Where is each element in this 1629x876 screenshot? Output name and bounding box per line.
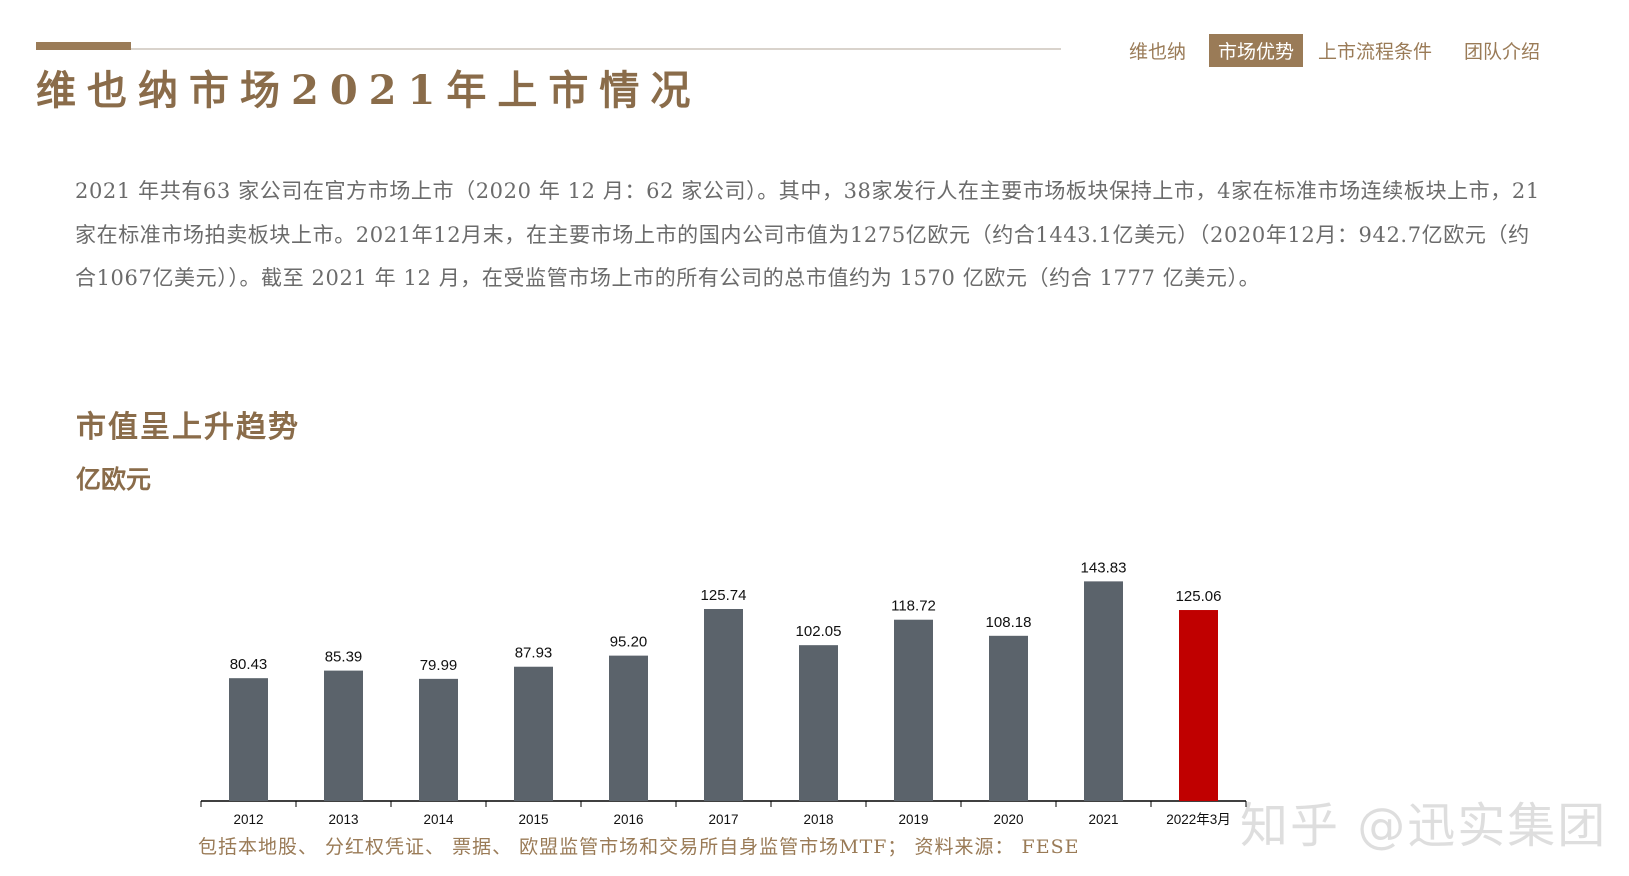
x-tick-label: 2022年3月 [1166,812,1231,827]
data-label: 79.99 [420,657,458,674]
section-title: 市值呈上升趋势 [76,410,300,445]
bar-2020 [989,635,1028,801]
bar-2019 [894,619,933,801]
data-label: 125.06 [1176,588,1222,605]
nav-tab-team[interactable]: 团队介绍 [1464,41,1541,63]
nav-tab-listing-process[interactable]: 上市流程条件 [1318,41,1433,63]
title-accent-bar [36,42,131,50]
x-tick-label: 2013 [328,812,358,827]
bar-2015 [514,666,553,801]
bar-2022年3月 [1179,610,1218,801]
x-tick-label: 2018 [803,812,833,827]
bar-2016 [609,655,648,801]
watermark: 知乎 @迅实集团 [1240,798,1608,854]
data-label: 80.43 [230,656,268,673]
x-tick-label: 2015 [518,812,548,827]
bar-2012 [229,678,268,801]
y-unit-label: 亿欧元 [76,465,152,494]
x-tick-label: 2014 [423,812,454,827]
top-nav: 维也纳 市场优势 上市流程条件 团队介绍 [1120,34,1563,67]
data-label: 85.39 [325,649,363,666]
nav-tab-market-advantage[interactable]: 市场优势 [1209,34,1304,67]
bar-2017 [704,608,743,801]
x-tick-label: 2019 [898,812,928,827]
bar-2013 [324,670,363,801]
nav-tab-vienna[interactable]: 维也纳 [1129,41,1187,63]
x-tick-label: 2020 [993,812,1023,827]
bar-2018 [799,645,838,801]
title-rule [131,48,1061,50]
data-label: 87.93 [515,645,553,662]
intro-paragraph: 2021 年共有63 家公司在官方市场上市（2020 年 12 月：62 家公司… [75,179,1540,290]
x-tick-label: 2021 [1088,812,1118,827]
footnote: 包括本地股、 分红权凭证、 票据、 欧盟监管市场和交易所自身监管市场MTF； 资… [198,836,1080,858]
data-label: 102.05 [796,623,842,640]
bar-2021 [1084,581,1123,801]
page-title: 维也纳市场2021年上市情况 [36,67,702,114]
data-label: 125.74 [701,587,747,604]
x-tick-label: 2017 [708,812,738,827]
bar-2014 [419,678,458,801]
data-label: 108.18 [986,614,1032,631]
data-label: 118.72 [891,598,936,615]
x-tick-label: 2012 [233,812,263,827]
data-label: 143.83 [1081,559,1127,576]
x-tick-label: 2016 [613,812,643,827]
data-label: 95.20 [610,634,648,651]
